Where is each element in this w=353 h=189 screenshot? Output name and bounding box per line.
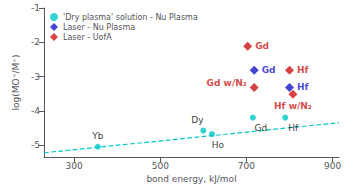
svg-text:500: 500 <box>152 161 169 171</box>
svg-text:Laser - Nu Plasma: Laser - Nu Plasma <box>63 23 135 32</box>
svg-text:Yb: Yb <box>91 131 103 141</box>
svg-text:log(MO⁺/M⁺): log(MO⁺/M⁺) <box>11 55 21 111</box>
svg-text:Hf: Hf <box>288 123 299 133</box>
svg-text:Gd: Gd <box>262 65 276 75</box>
svg-text:Gd: Gd <box>255 123 268 133</box>
svg-text:bond energy, kJ/mol: bond energy, kJ/mol <box>146 174 236 184</box>
svg-text:Hf: Hf <box>297 65 309 75</box>
svg-text:-2: -2 <box>31 37 40 47</box>
svg-text:Hf: Hf <box>297 82 309 92</box>
svg-text:900: 900 <box>324 161 341 171</box>
svg-text:-1: -1 <box>31 3 40 13</box>
svg-text:-4: -4 <box>31 106 40 116</box>
svg-text:Gd: Gd <box>255 41 269 51</box>
svg-text:Laser - UofA: Laser - UofA <box>63 33 112 42</box>
svg-text:Gd w/N₂: Gd w/N₂ <box>207 78 247 88</box>
svg-text:Hf w/N₂: Hf w/N₂ <box>274 101 312 111</box>
svg-text:Ho: Ho <box>212 140 225 150</box>
svg-text:700: 700 <box>238 161 255 171</box>
svg-text:300: 300 <box>66 161 83 171</box>
svg-text:-3: -3 <box>31 72 40 82</box>
svg-text:'Dry plasma' solution - Nu Pla: 'Dry plasma' solution - Nu Plasma <box>63 13 198 22</box>
svg-text:-5: -5 <box>31 140 40 150</box>
svg-text:Dy: Dy <box>191 115 204 125</box>
